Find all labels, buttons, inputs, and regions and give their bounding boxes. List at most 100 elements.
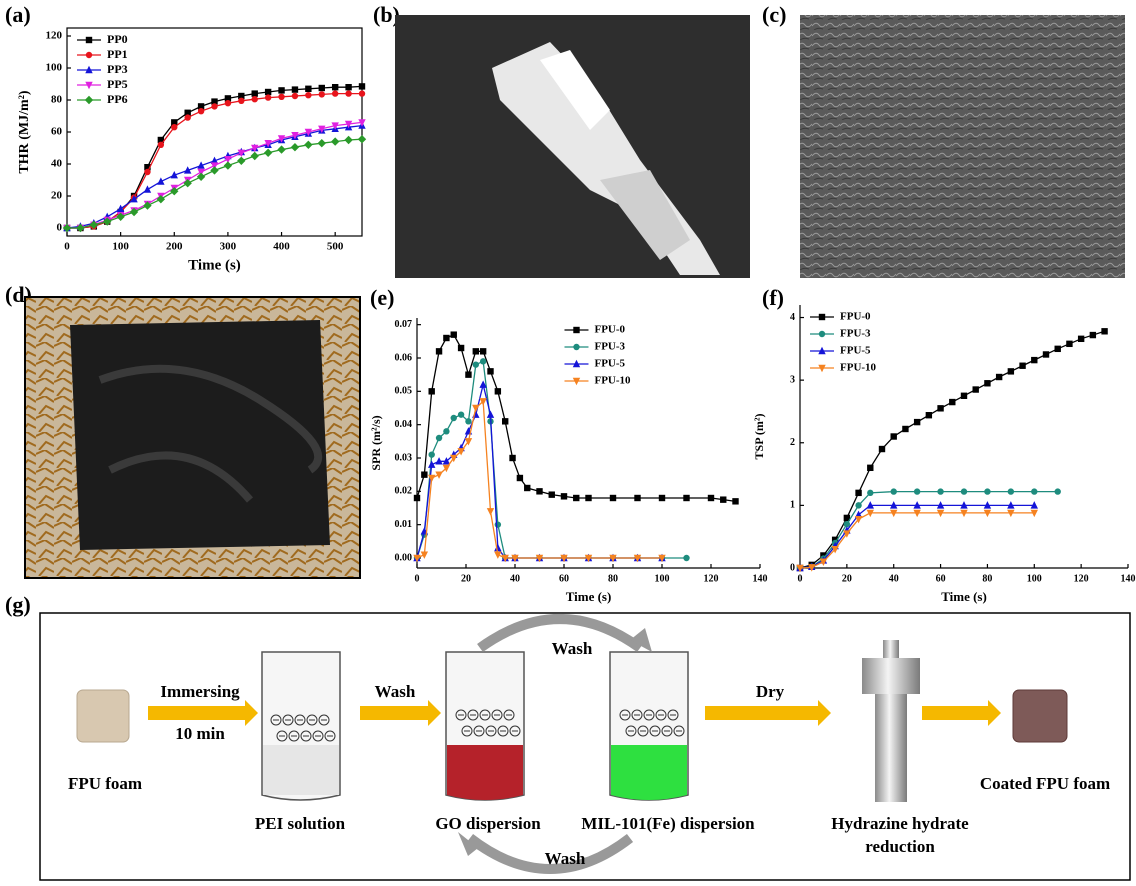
x-tick-label: 60	[936, 573, 946, 584]
data-point	[843, 520, 851, 528]
data-point	[633, 554, 642, 563]
data-point	[443, 428, 450, 435]
y-tick-label: 0	[790, 562, 795, 573]
ion-symbol	[497, 725, 509, 737]
data-point	[210, 156, 219, 164]
x-axis-label: Time (s)	[188, 257, 241, 273]
legend-marker	[85, 36, 93, 44]
data-point	[76, 223, 85, 233]
y-tick-label: 0.00	[395, 552, 413, 563]
x-tick-label: 300	[220, 241, 237, 253]
ion-symbol	[649, 725, 661, 737]
data-point	[171, 124, 178, 131]
y-axis-label: THR (MJ/m²)	[17, 90, 32, 173]
ion-symbol	[312, 730, 324, 742]
data-point	[435, 457, 443, 465]
legend-label: FPU-0	[840, 311, 871, 323]
sem-image-c	[800, 15, 1125, 278]
data-point	[960, 501, 968, 509]
legend-marker	[84, 95, 94, 105]
data-point	[264, 88, 272, 96]
ion-symbol	[276, 730, 288, 742]
data-point	[223, 161, 233, 170]
ion-symbol	[661, 725, 673, 737]
data-point	[831, 546, 839, 554]
x-tick-label: 100	[1027, 573, 1042, 584]
data-point	[1054, 345, 1061, 353]
y-tick-label: 0.03	[395, 452, 413, 463]
data-point	[345, 90, 352, 97]
x-tick-label: 0	[64, 241, 70, 253]
data-point	[796, 564, 804, 573]
y-tick-label: 4	[790, 312, 795, 323]
ion-symbol	[667, 709, 679, 721]
data-point	[487, 368, 494, 375]
data-point	[184, 114, 191, 121]
y-tick-label: 0.04	[395, 419, 413, 430]
data-point	[867, 489, 874, 497]
data-point	[995, 373, 1003, 381]
beaker-label: PEI solution	[255, 814, 346, 833]
x-tick-label: 120	[1074, 573, 1089, 584]
data-point	[486, 410, 495, 418]
y-tick-label: 0.07	[395, 319, 413, 330]
data-point	[808, 564, 816, 572]
data-point	[1031, 488, 1038, 495]
data-point	[435, 434, 443, 442]
data-point	[62, 223, 72, 233]
series-line	[416, 384, 662, 559]
data-point	[913, 418, 921, 426]
legend-label: FPU-10	[840, 362, 877, 374]
data-point	[237, 156, 246, 165]
data-point	[494, 521, 502, 528]
legend-marker	[818, 346, 826, 355]
panel-label: (a)	[5, 2, 31, 27]
data-point	[843, 530, 851, 538]
data-point	[960, 509, 968, 518]
data-point	[317, 139, 326, 148]
ion-symbol	[306, 714, 318, 726]
process-diagram: FPU foam Immersing 10 min PEI solution W…	[39, 612, 1131, 881]
x-axis-label: Time (s)	[566, 589, 612, 604]
x-tick-label: 100	[655, 573, 670, 584]
data-point	[144, 168, 151, 176]
x-tick-label: 0	[415, 573, 420, 584]
x-tick-label: 60	[559, 573, 569, 584]
data-point	[211, 103, 218, 110]
x-tick-label: 400	[273, 241, 290, 253]
x-tick-label: 140	[753, 573, 768, 584]
ion-symbol	[655, 709, 667, 721]
data-point	[428, 388, 435, 395]
y-tick-label: 3	[790, 374, 795, 385]
legend-label: FPU-3	[840, 328, 871, 340]
data-point	[278, 87, 285, 94]
data-point	[435, 348, 443, 355]
legend-marker	[85, 81, 93, 90]
y-tick-label: 100	[46, 62, 63, 74]
data-point	[442, 464, 451, 473]
data-point	[345, 84, 352, 91]
data-point	[358, 119, 366, 127]
legend-label: FPU-5	[840, 345, 871, 357]
series-line	[799, 504, 1035, 569]
data-point	[585, 494, 592, 502]
ion-symbol	[637, 725, 649, 737]
ion-symbol	[673, 725, 685, 737]
data-point	[291, 132, 299, 140]
data-point	[305, 92, 312, 99]
data-point	[584, 554, 593, 563]
data-point	[913, 501, 921, 509]
data-point	[224, 95, 232, 102]
data-point	[683, 554, 690, 562]
data-point	[450, 331, 457, 338]
data-point	[197, 103, 205, 110]
data-point	[1007, 501, 1015, 509]
series-line	[416, 333, 736, 502]
series-line	[416, 360, 687, 559]
data-point	[501, 554, 509, 563]
data-point	[465, 418, 472, 425]
x-tick-label: 500	[327, 241, 344, 253]
data-point	[331, 122, 339, 130]
legend-marker	[572, 359, 581, 368]
data-point	[983, 501, 992, 509]
